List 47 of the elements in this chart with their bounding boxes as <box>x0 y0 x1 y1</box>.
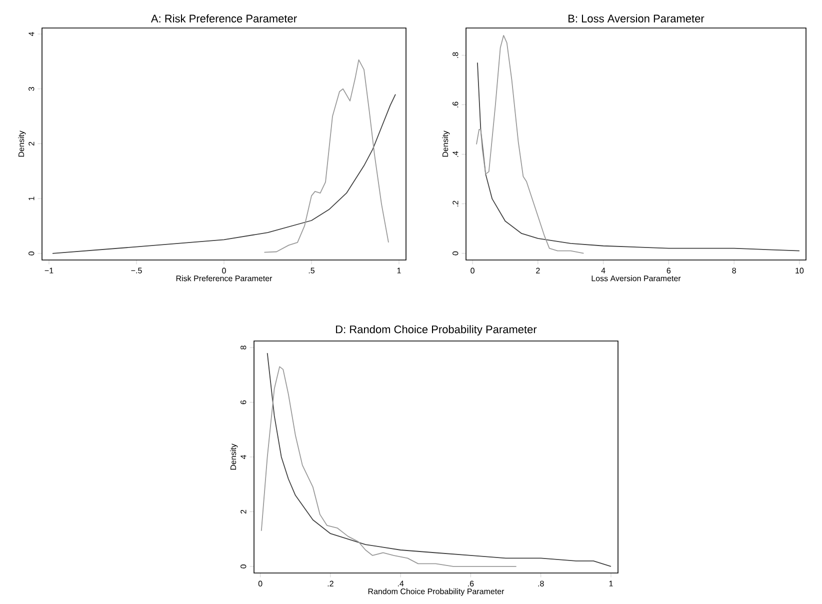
y-axis-title: Density <box>18 130 26 157</box>
y-tick-label: 2 <box>28 142 34 146</box>
x-tick-label: .4 <box>398 580 404 586</box>
y-axis-title: Density <box>442 130 450 157</box>
line-series <box>266 352 612 567</box>
line-series <box>52 94 396 254</box>
x-tick-label: 0 <box>258 580 262 586</box>
y-tick-label: 0 <box>28 251 34 256</box>
y-axis-title: Density <box>230 444 238 470</box>
x-tick-label: .2 <box>328 580 334 586</box>
line-series <box>264 59 389 253</box>
x-tick-label: 2 <box>536 268 540 274</box>
y-tick-label: 4 <box>28 32 34 36</box>
y-tick-label: 6 <box>240 400 246 404</box>
y-tick-label: 3 <box>28 87 34 91</box>
y-tick-label: 0 <box>452 251 458 256</box>
x-tick-label: 0 <box>470 268 474 274</box>
y-tick-label: .4 <box>452 151 458 157</box>
line-series <box>476 62 800 252</box>
y-tick-label: .8 <box>452 52 458 58</box>
y-tick-label: 0 <box>240 564 246 568</box>
y-tick-label: 2 <box>240 510 246 514</box>
x-axis-title: Risk Preference Parameter <box>176 275 272 282</box>
x-tick-label: 4 <box>601 268 606 274</box>
x-tick-label: 1 <box>397 268 401 274</box>
line-series <box>476 34 584 254</box>
x-axis-title: Loss Aversion Parameter <box>592 275 681 282</box>
x-tick-label: 8 <box>732 268 736 274</box>
x-tick-label: 0 <box>222 268 226 274</box>
x-axis-title: Random Choice Probability Parameter <box>368 588 504 596</box>
chart-title: B: Loss Aversion Parameter <box>568 14 704 22</box>
x-tick-label: 1 <box>609 580 613 586</box>
x-tick-label: .8 <box>538 580 544 586</box>
x-tick-label: .6 <box>468 580 474 586</box>
y-tick-label: 1 <box>28 196 34 200</box>
x-tick-label: −1 <box>44 268 54 274</box>
y-tick-label: .2 <box>452 200 458 206</box>
line-series <box>260 366 517 567</box>
x-tick-label: −.5 <box>131 268 142 274</box>
x-tick-label: 6 <box>666 268 671 274</box>
x-tick-label: 10 <box>796 268 804 274</box>
y-tick-label: 8 <box>240 346 246 350</box>
chart-title: D: Random Choice Probability Parameter <box>336 325 537 336</box>
y-tick-label: .6 <box>452 102 458 108</box>
chart-title: A: Risk Preference Parameter <box>150 14 297 22</box>
x-tick-label: .5 <box>308 268 314 274</box>
y-tick-label: 4 <box>240 454 246 460</box>
